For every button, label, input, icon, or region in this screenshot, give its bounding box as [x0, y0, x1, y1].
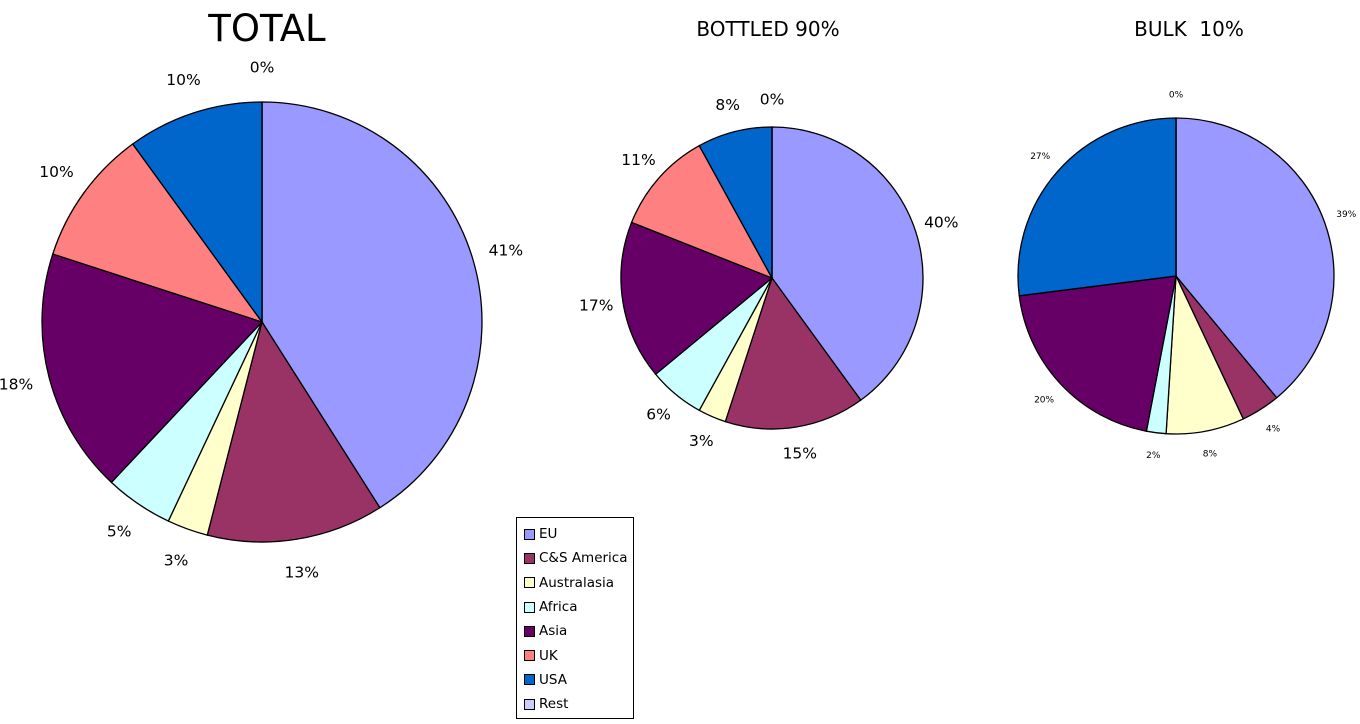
legend-label: UK	[539, 647, 558, 664]
pie-slice-usa	[1017, 117, 1177, 297]
legend-swatch-australasia	[524, 577, 535, 589]
legend-label: EU	[539, 526, 558, 543]
data-label-eu: 41%	[489, 242, 523, 260]
data-label-eu: 40%	[924, 214, 958, 232]
pie-chart-bottled: 40% 15% 3% 6% 17% 11% 8% 0% BOTTLED 90%	[579, 17, 959, 462]
legend-item-uk: UK	[524, 643, 633, 667]
legend-label: C&S America	[539, 550, 628, 567]
data-label-asia: 20%	[1034, 395, 1054, 405]
data-label-eu: 39%	[1336, 210, 1356, 220]
data-label-uk: 10%	[39, 163, 73, 181]
data-label-africa: 2%	[1146, 451, 1161, 461]
legend-label: USA	[539, 671, 567, 688]
data-label-cs-america: 15%	[783, 444, 817, 462]
chart-title-total: TOTAL	[207, 7, 326, 50]
pie-slice-uk	[51, 143, 264, 324]
data-label-cs-america: 4%	[1266, 424, 1281, 434]
legend-label: Africa	[539, 599, 578, 616]
chart-legend: EU C&S America Australasia Africa Asia U…	[516, 517, 634, 719]
legend-swatch-africa	[524, 601, 535, 613]
data-label-asia: 18%	[0, 376, 33, 394]
data-label-usa: 10%	[166, 71, 200, 89]
legend-item-usa: USA	[524, 668, 633, 692]
legend-item-australasia: Australasia	[524, 571, 633, 595]
data-label-rest: 0%	[760, 91, 785, 109]
legend-item-eu: EU	[524, 522, 633, 546]
data-label-australasia: 3%	[689, 432, 714, 450]
legend-swatch-rest	[524, 698, 535, 710]
pie-slice-cs-america	[724, 276, 862, 430]
chart-title-bulk: BULK 10%	[1134, 17, 1244, 41]
pie-slice-asia	[1018, 275, 1177, 432]
data-label-africa: 6%	[646, 406, 671, 424]
pie-slice-uk	[630, 144, 774, 280]
pie-slice-eu	[261, 101, 483, 509]
pie-slice-cs-america	[206, 320, 381, 543]
legend-item-africa: Africa	[524, 595, 633, 619]
pie-slice-eu	[771, 126, 924, 402]
pie-chart-total: 41% 13% 3% 5% 18% 10% 10% 0% TOTAL	[0, 7, 523, 581]
legend-swatch-eu	[524, 528, 535, 540]
legend-item-cs-america: C&S America	[524, 546, 633, 570]
data-label-asia: 17%	[579, 296, 613, 314]
legend-swatch-uk	[524, 650, 535, 662]
legend-item-rest: Rest	[524, 692, 633, 716]
data-label-usa: 27%	[1030, 152, 1050, 162]
legend-swatch-usa	[524, 674, 535, 686]
legend-swatch-asia	[524, 625, 535, 637]
pie-chart-bulk: 39% 4% 8% 2% 20% 27% 0% BULK 10%	[1017, 17, 1357, 461]
pie-slice-usa	[131, 101, 263, 325]
pie-slice-eu	[1175, 117, 1335, 399]
legend-label: Rest	[539, 696, 569, 713]
data-label-cs-america: 13%	[284, 563, 318, 581]
pie-slice-asia	[41, 253, 264, 484]
data-label-rest: 0%	[1169, 91, 1184, 101]
legend-item-asia: Asia	[524, 619, 633, 643]
data-label-australasia: 3%	[164, 552, 189, 570]
pie-slice-asia	[620, 221, 774, 376]
legend-label: Asia	[539, 623, 568, 640]
data-label-australasia: 8%	[1203, 449, 1218, 459]
legend-label: Australasia	[539, 574, 615, 591]
data-label-usa: 8%	[715, 96, 740, 114]
data-label-rest: 0%	[250, 59, 275, 77]
data-label-africa: 5%	[107, 523, 132, 541]
legend-swatch-cs-america	[524, 552, 535, 564]
data-label-uk: 11%	[621, 151, 655, 169]
chart-title-bottled: BOTTLED 90%	[696, 17, 839, 41]
